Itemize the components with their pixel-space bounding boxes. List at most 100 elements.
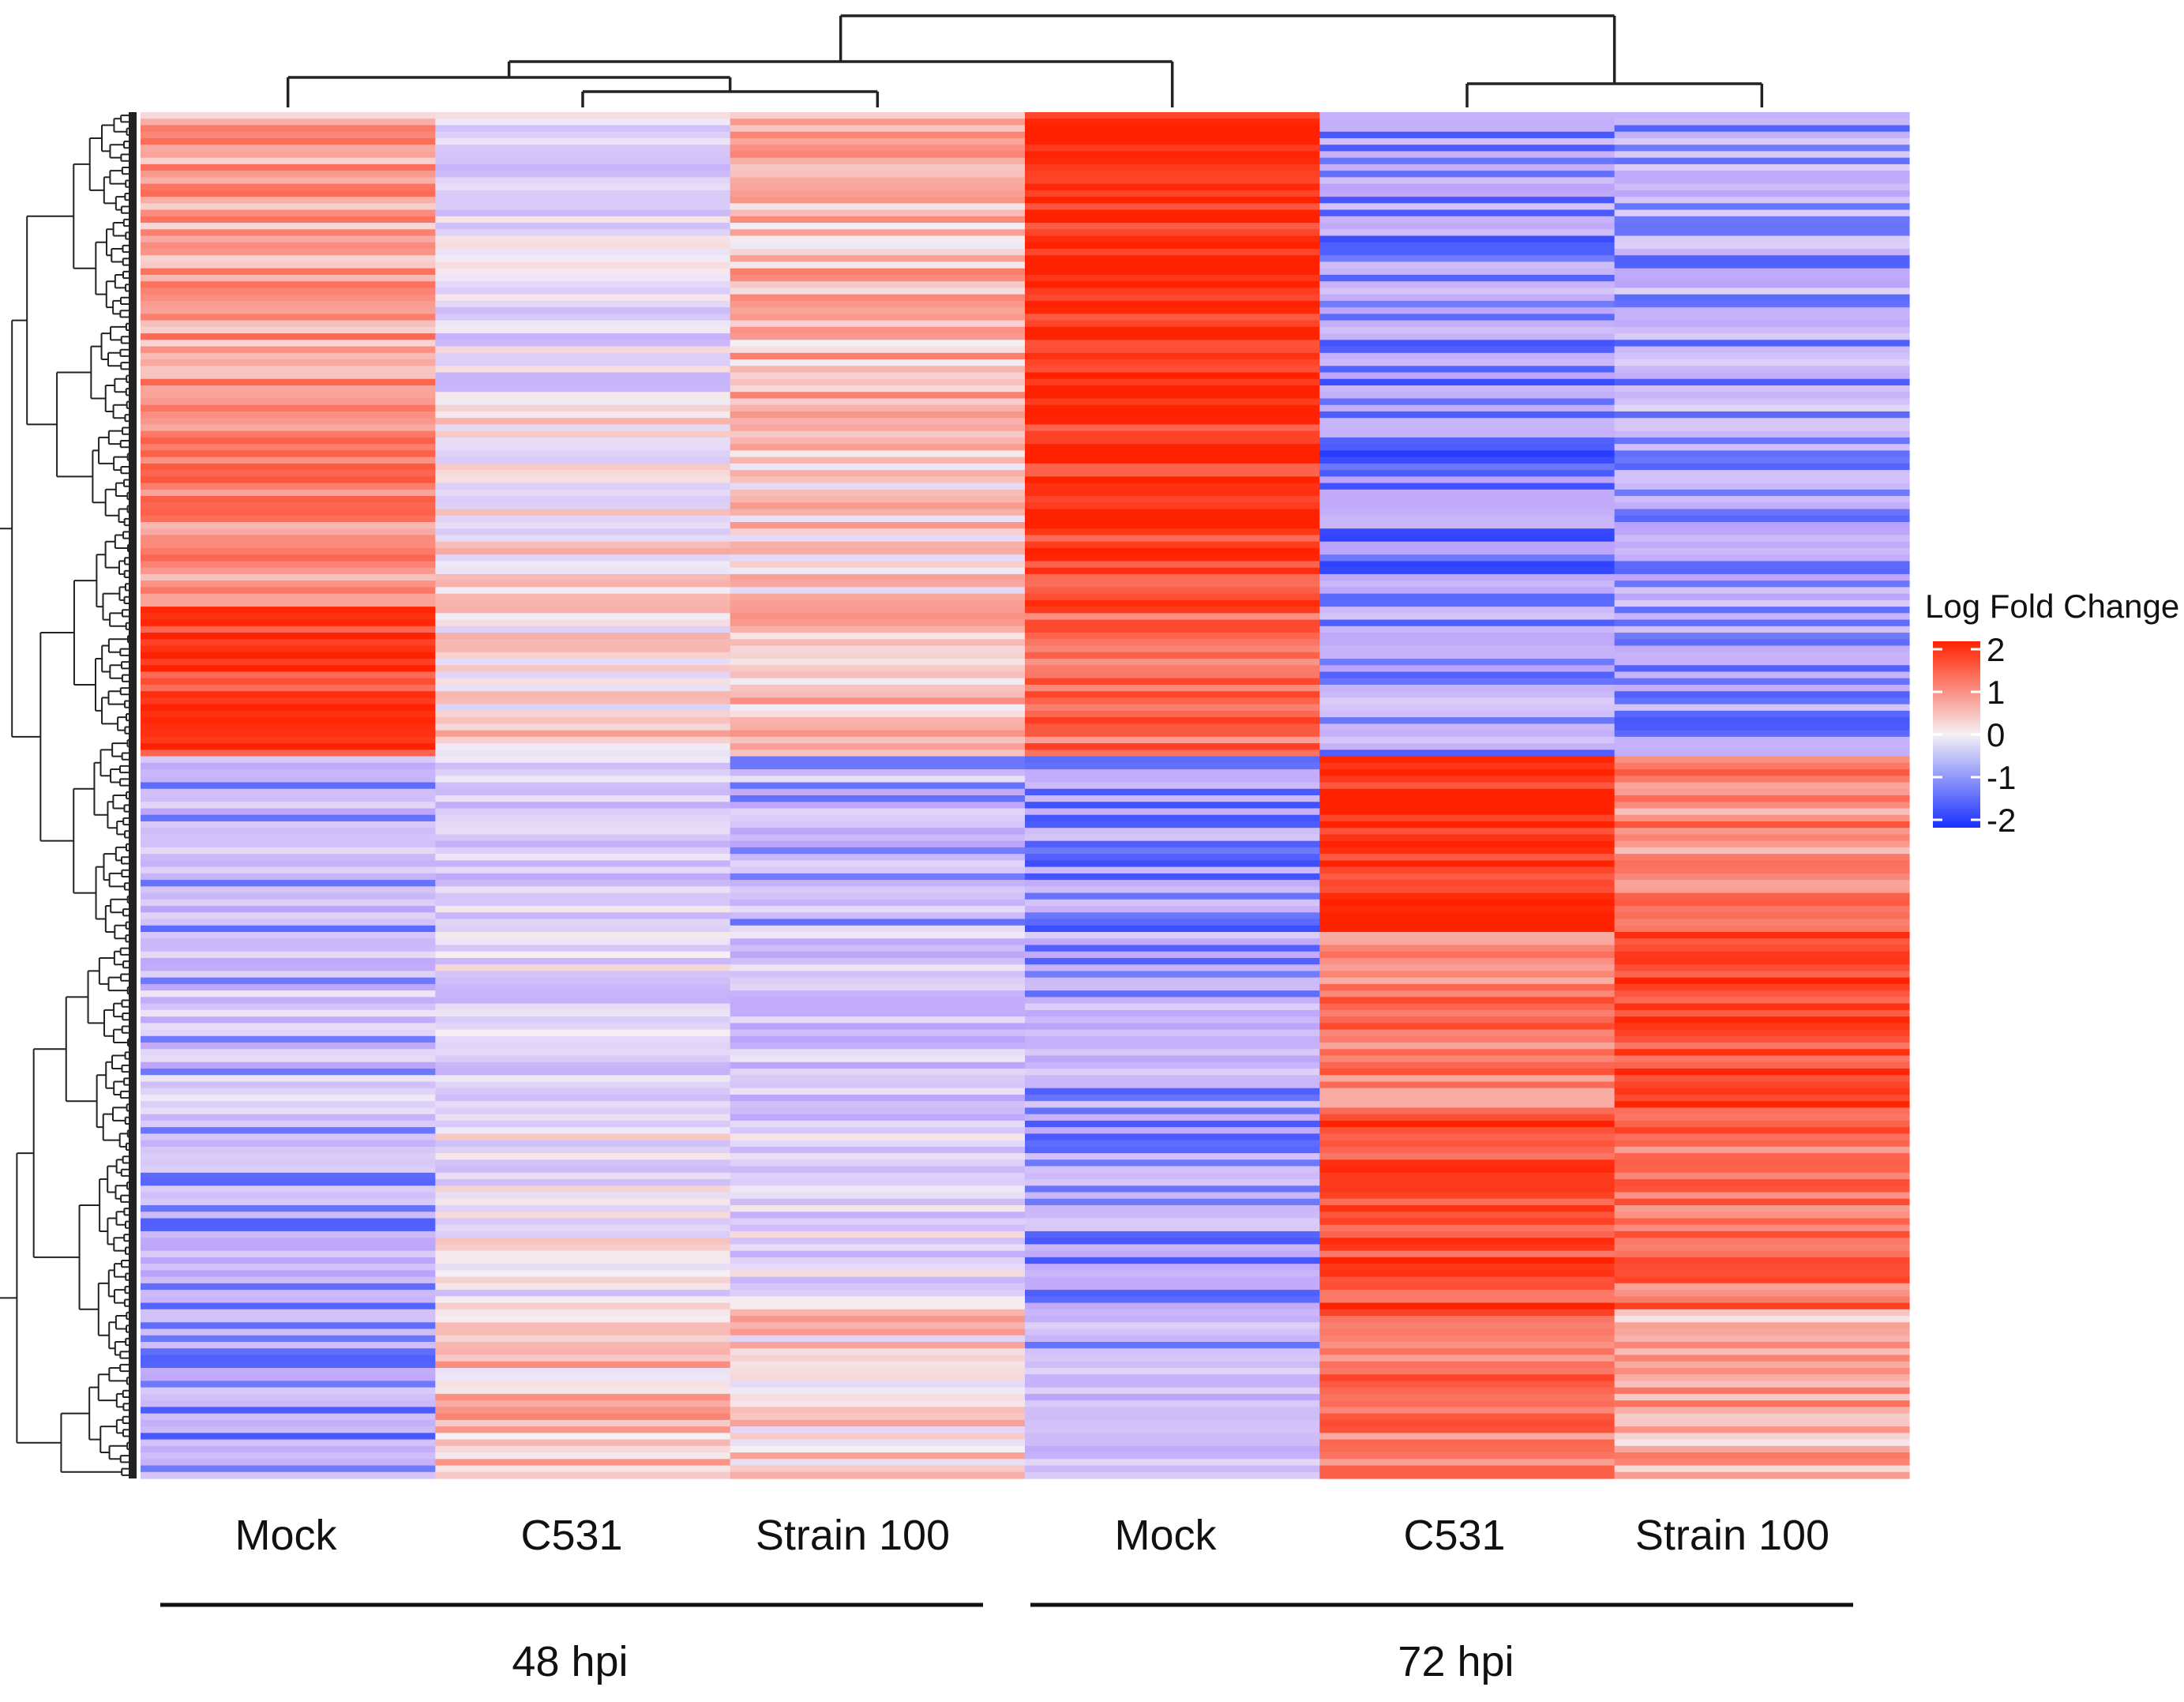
dendrogram-branch — [114, 1315, 127, 1330]
heatmap-cell — [1614, 990, 1910, 998]
heatmap-cell — [1614, 470, 1910, 477]
heatmap-cell — [1614, 776, 1910, 783]
heatmap-cell — [1025, 573, 1320, 581]
heatmap-cell — [141, 392, 436, 400]
heatmap-cell — [1319, 691, 1615, 699]
heatmap-cell — [141, 925, 436, 933]
group-label-48hpi: 48 hpi — [512, 1638, 628, 1685]
heatmap-cell — [435, 1133, 731, 1141]
heatmap-cell — [1614, 346, 1910, 354]
heatmap-cell — [1319, 1166, 1615, 1174]
heatmap-cell — [1614, 489, 1910, 497]
heatmap-cell — [141, 216, 436, 224]
heatmap-cell — [1614, 203, 1910, 211]
heatmap-cell — [1025, 209, 1320, 217]
heatmap-cell — [1614, 957, 1910, 965]
heatmap-cell — [730, 1035, 1026, 1043]
heatmap-cell — [1319, 281, 1615, 289]
heatmap-cell — [141, 424, 436, 432]
heatmap-cell — [435, 1127, 731, 1134]
heatmap-cell — [435, 463, 731, 471]
heatmap-cell — [1025, 925, 1320, 933]
heatmap-cell — [141, 736, 436, 744]
heatmap-cell — [1025, 1250, 1320, 1258]
heatmap-cell — [141, 573, 436, 581]
heatmap-cell — [1319, 639, 1615, 647]
heatmap-cell — [435, 626, 731, 633]
heatmap-cell — [730, 971, 1026, 979]
heatmap-cell — [1025, 424, 1320, 432]
heatmap-cell — [1025, 580, 1320, 588]
heatmap-cell — [1319, 157, 1615, 165]
heatmap-cell — [730, 294, 1026, 302]
heatmap-cell — [1614, 541, 1910, 549]
heatmap-cell — [730, 1322, 1026, 1330]
heatmap-cell — [435, 385, 731, 393]
heatmap-cell — [1319, 659, 1615, 666]
heatmap-cell — [1614, 1413, 1910, 1421]
heatmap-cell — [1614, 476, 1910, 484]
heatmap-cell — [435, 190, 731, 197]
heatmap-cell — [1025, 1075, 1320, 1083]
heatmap-cell — [1025, 1270, 1320, 1278]
heatmap-cell — [1614, 1146, 1910, 1154]
heatmap-cell — [1319, 163, 1615, 171]
heatmap-cell — [141, 1374, 436, 1382]
heatmap-cell — [1319, 1433, 1615, 1441]
heatmap-cell — [1614, 535, 1910, 543]
heatmap-cell — [435, 1114, 731, 1122]
heatmap-cell — [1319, 906, 1615, 913]
heatmap-cell — [1025, 255, 1320, 263]
heatmap-cell — [1319, 203, 1615, 211]
heatmap-cell — [141, 242, 436, 250]
heatmap-cell — [730, 925, 1026, 933]
heatmap-cell — [435, 1244, 731, 1252]
heatmap-cell — [141, 274, 436, 282]
dendrogram-branch — [108, 872, 125, 888]
heatmap-cell — [1025, 131, 1320, 139]
heatmap-cell — [1025, 684, 1320, 692]
heatmap-cell — [1614, 997, 1910, 1005]
heatmap-cell — [730, 378, 1026, 386]
heatmap-cell — [1319, 1471, 1615, 1479]
heatmap-cell — [730, 398, 1026, 406]
heatmap-cell — [1614, 795, 1910, 802]
heatmap-cell — [1025, 1452, 1320, 1460]
heatmap-cell — [141, 769, 436, 776]
heatmap-cell — [1025, 652, 1320, 659]
heatmap-cell — [1614, 209, 1910, 217]
heatmap-cell — [141, 619, 436, 627]
dendrogram-branch — [104, 385, 115, 412]
heatmap-cell — [1319, 964, 1615, 972]
heatmap-cell — [730, 599, 1026, 607]
heatmap-cell — [730, 203, 1026, 211]
heatmap-cell — [1614, 626, 1910, 633]
heatmap-cell — [435, 977, 731, 985]
heatmap-cell — [435, 137, 731, 145]
heatmap-cell — [141, 1035, 436, 1043]
heatmap-cell — [1614, 1452, 1910, 1460]
heatmap-cell — [141, 723, 436, 731]
heatmap-cell — [730, 717, 1026, 724]
heatmap-cell — [435, 392, 731, 400]
heatmap-cell — [435, 645, 731, 653]
dendrogram-branch — [99, 749, 113, 777]
heatmap-cell — [730, 678, 1026, 686]
dendrogram-branch — [112, 1028, 128, 1044]
heatmap-cell — [730, 1264, 1026, 1271]
heatmap-cell — [141, 229, 436, 237]
heatmap-cell — [1025, 398, 1320, 406]
heatmap-cell — [730, 1016, 1026, 1024]
heatmap-cell — [1614, 573, 1910, 581]
heatmap-cell — [1614, 633, 1910, 640]
heatmap-cell — [141, 340, 436, 348]
heatmap-cell — [1025, 691, 1320, 699]
heatmap-cell — [141, 190, 436, 197]
heatmap-cell — [1614, 1322, 1910, 1330]
row-dendrogram — [0, 112, 137, 1478]
heatmap-cell — [1025, 730, 1320, 738]
heatmap-cell — [435, 730, 731, 738]
heatmap-cell — [730, 892, 1026, 900]
heatmap-cell — [1025, 1433, 1320, 1441]
heatmap-cell — [1319, 522, 1615, 529]
